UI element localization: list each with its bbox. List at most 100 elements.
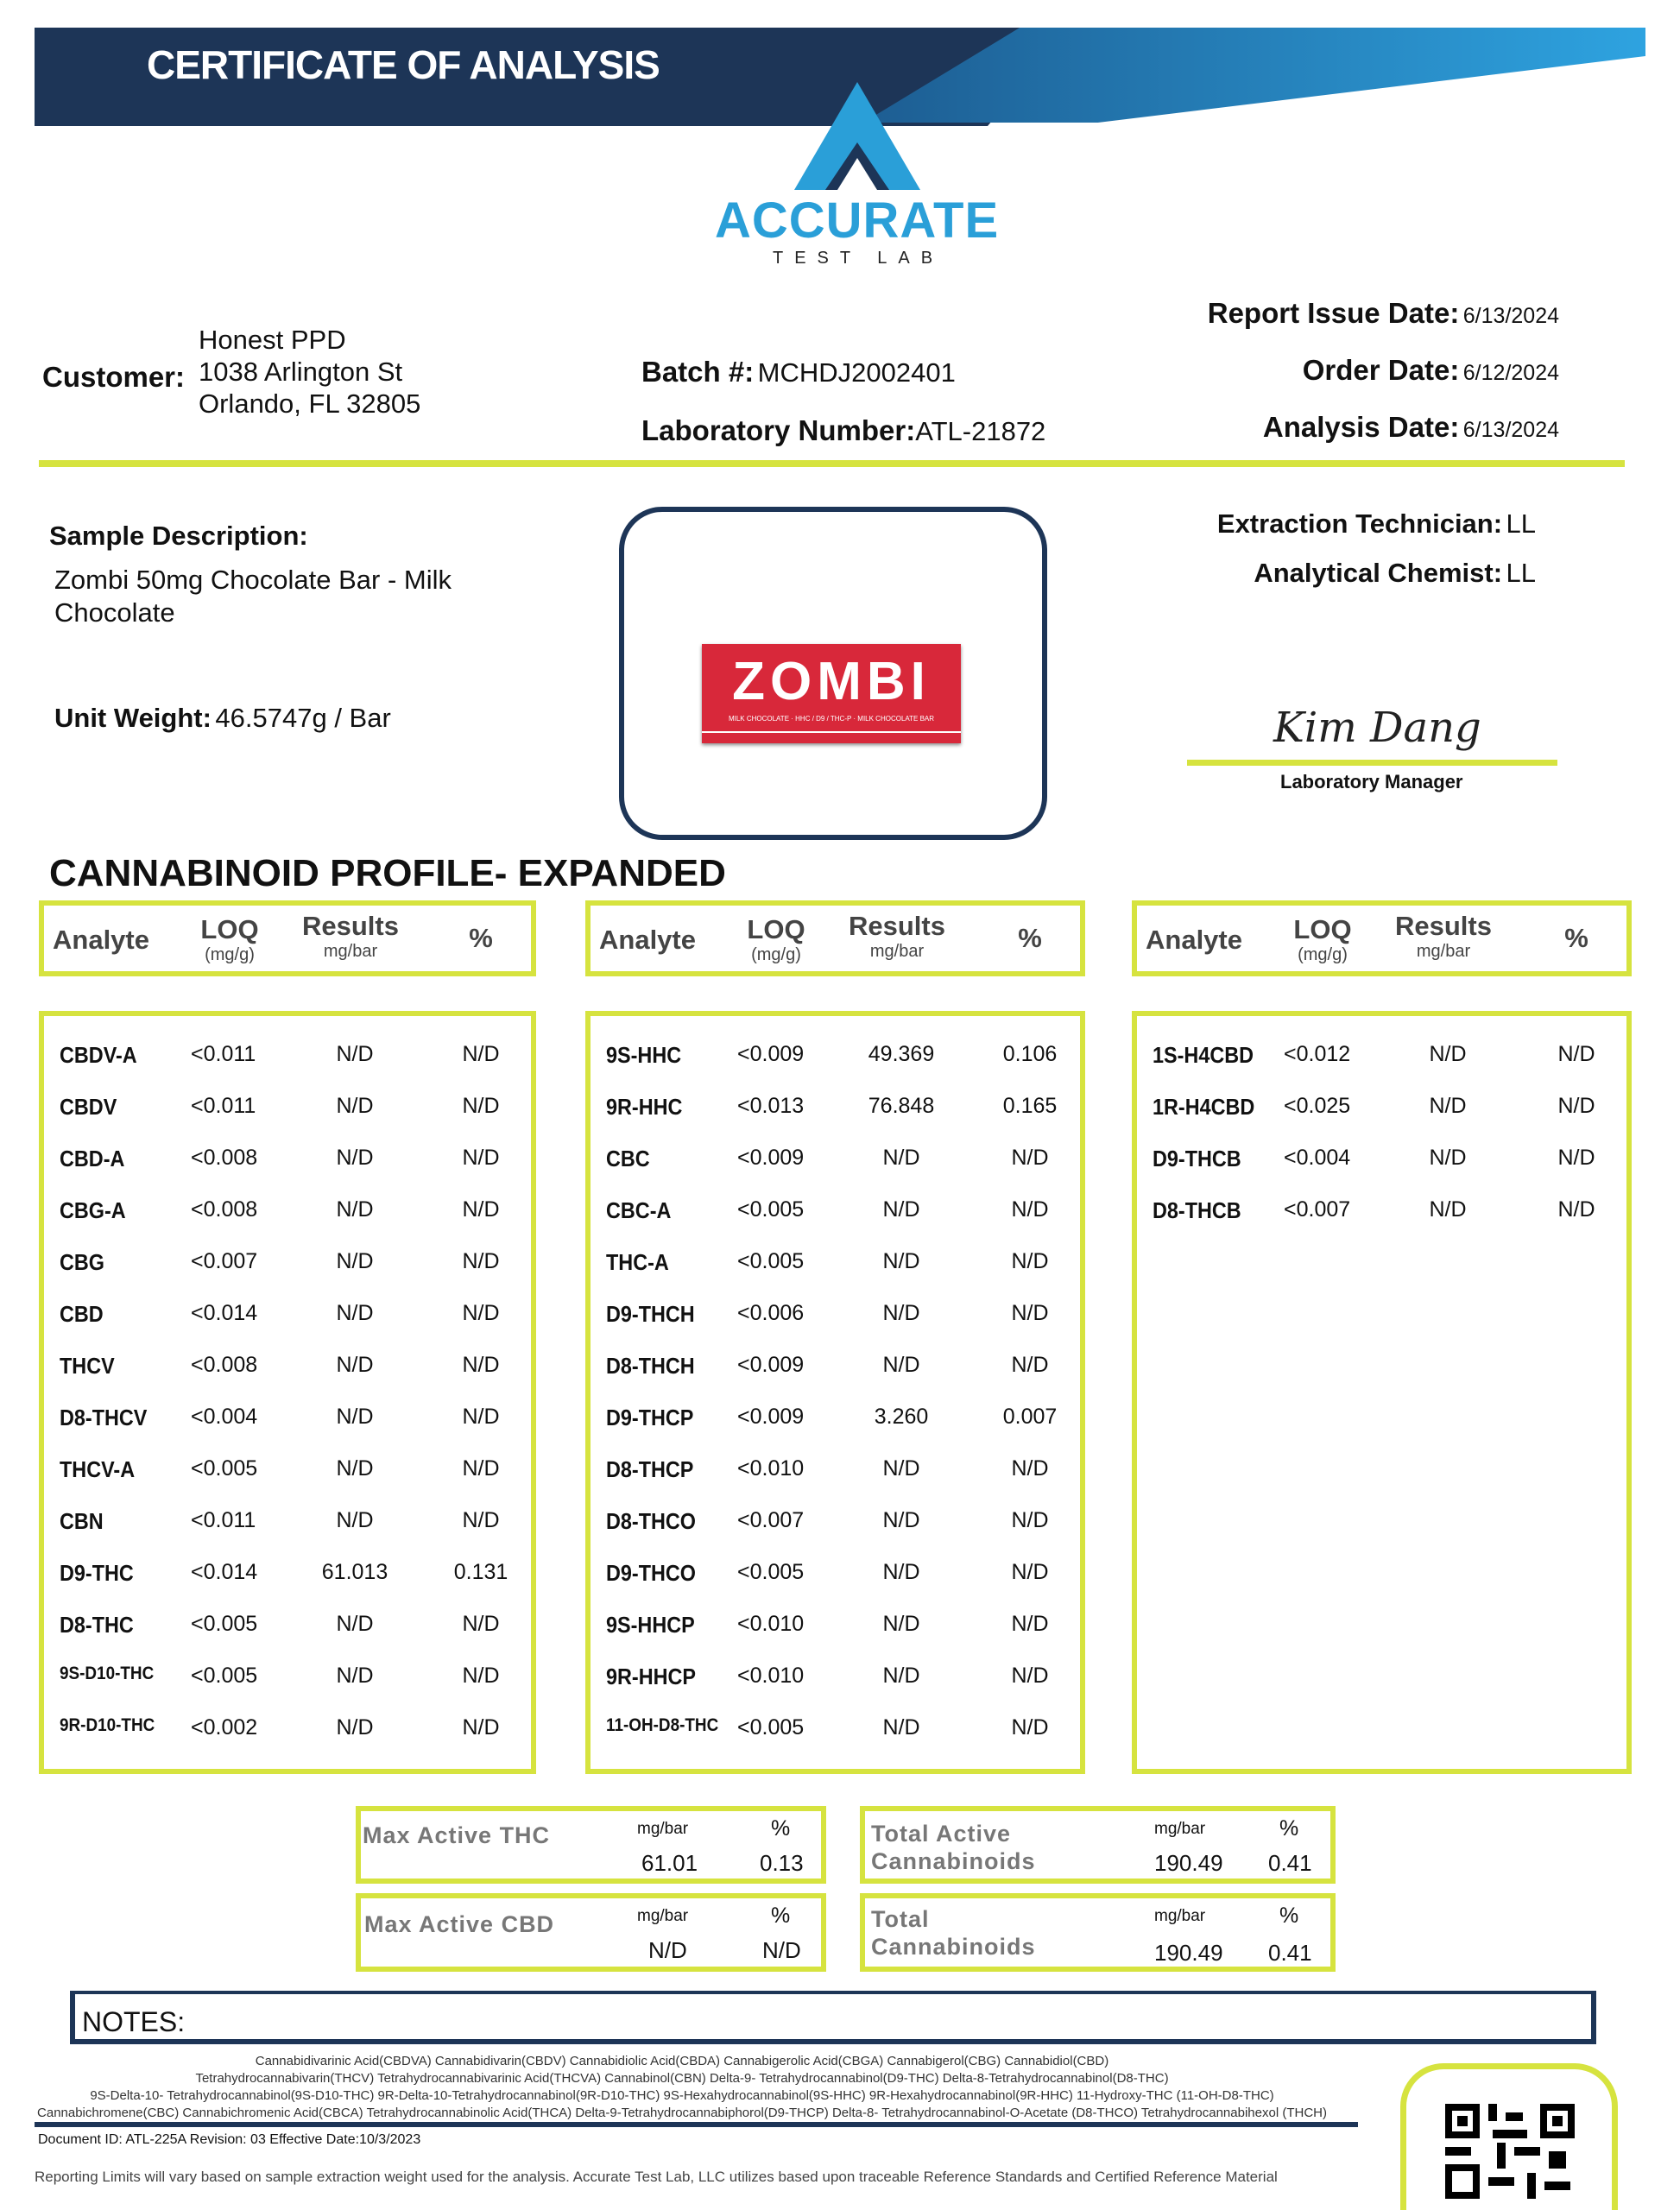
percent-value: N/D	[462, 1664, 500, 1688]
max-cbd-unit: mg/bar	[637, 1907, 689, 1925]
notes-box: NOTES:	[70, 1991, 1596, 2044]
table-row: 1S-H4CBD <0.012 N/D N/D	[1137, 1042, 1626, 1077]
analyte-name: CBG	[60, 1249, 105, 1275]
logo-name: ACCURATE	[715, 193, 1000, 249]
document-title: CERTIFICATE OF ANALYSIS	[147, 42, 660, 87]
header-analyte: Analyte	[1146, 925, 1242, 955]
table-row: D9-THCH <0.006 N/D N/D	[591, 1301, 1080, 1335]
percent-value: N/D	[1557, 1197, 1595, 1222]
max-cbd-label: Max Active CBD	[364, 1911, 555, 1937]
loq-value: <0.014	[191, 1560, 258, 1584]
analyte-name: CBDV-A	[60, 1042, 137, 1068]
document-id: Document ID: ATL-225A Revision: 03 Effec…	[38, 2132, 421, 2147]
result-value: N/D	[882, 1353, 920, 1377]
result-value: N/D	[336, 1612, 374, 1636]
manager-label: Laboratory Manager	[1280, 771, 1463, 792]
percent-value: N/D	[1011, 1612, 1049, 1636]
notes-line: Tetrahydrocannabivarin(THCV) Tetrahydroc…	[195, 2071, 1169, 2086]
loq-value: <0.007	[191, 1249, 258, 1273]
loq-value: <0.009	[737, 1405, 805, 1429]
percent-value: N/D	[462, 1197, 500, 1222]
notes-line: Cannabichromene(CBC) Cannabichromenic Ac…	[37, 2106, 1327, 2120]
percent-value: N/D	[462, 1146, 500, 1170]
qr-code-icon[interactable]	[1445, 2104, 1575, 2199]
table-row: CBD-A <0.008 N/D N/D	[44, 1146, 531, 1180]
result-value: N/D	[882, 1301, 920, 1325]
table-row: 1R-H4CBD <0.025 N/D N/D	[1137, 1094, 1626, 1128]
sample-photo-frame: ZOMBI MILK CHOCOLATE · HHC / D9 / THC-P …	[619, 507, 1047, 840]
analyte-name: 11-OH-D8-THC	[606, 1715, 719, 1735]
analyte-name: 1S-H4CBD	[1153, 1042, 1254, 1068]
sample-label: Sample Description:	[49, 521, 308, 551]
total-active-label-1: Total Active	[871, 1821, 1012, 1847]
analyte-name: CBC-A	[606, 1197, 672, 1223]
table-row: 9S-HHC <0.009 49.369 0.106	[591, 1042, 1080, 1077]
loq-value: <0.005	[191, 1664, 258, 1688]
disclaimer: Reporting Limits will vary based on samp…	[35, 2169, 1278, 2185]
notes-line: 9S-Delta-10- Tetrahydrocannabinol(9S-D10…	[90, 2088, 1274, 2103]
percent-value: N/D	[462, 1249, 500, 1273]
analyte-name: D8-THCO	[606, 1508, 697, 1534]
loq-value: <0.002	[191, 1715, 258, 1740]
table-row: 9R-HHC <0.013 76.848 0.165	[591, 1094, 1080, 1128]
result-value: N/D	[336, 1042, 374, 1066]
analysis-date: 6/13/2024	[1462, 418, 1559, 442]
analysis-date-label: Analysis Date:	[1262, 411, 1460, 443]
max-cbd-pct-label: %	[771, 1904, 791, 1928]
loq-value: <0.011	[191, 1094, 256, 1118]
analyte-name: 9S-D10-THC	[60, 1664, 155, 1683]
percent-value: N/D	[462, 1353, 500, 1377]
total-pct-label: %	[1279, 1904, 1299, 1928]
table-row: D8-THCO <0.007 N/D N/D	[591, 1508, 1080, 1543]
table-header-2: Analyte LOQ (mg/g) Results mg/bar %	[585, 900, 1085, 976]
loq-value: <0.008	[191, 1146, 258, 1170]
header-results-unit: mg/bar	[323, 942, 378, 961]
analyte-name: D9-THCO	[606, 1560, 697, 1586]
results-table-1: CBDV-A <0.011 N/D N/D CBDV <0.011 N/D N/D…	[39, 1011, 536, 1774]
table-row: D9-THCO <0.005 N/D N/D	[591, 1560, 1080, 1594]
percent-value: 0.131	[453, 1560, 508, 1584]
analyte-name: CBG-A	[60, 1197, 126, 1223]
table-row: D9-THCP <0.009 3.260 0.007	[591, 1405, 1080, 1439]
result-value: N/D	[882, 1612, 920, 1636]
header-pct: %	[1564, 923, 1588, 953]
loq-value: <0.008	[191, 1197, 258, 1222]
table-header-3: Analyte LOQ (mg/g) Results mg/bar %	[1132, 900, 1632, 976]
batch-value: MCHDJ2002401	[757, 357, 956, 388]
analyte-name: D9-THCB	[1153, 1146, 1241, 1171]
result-value: N/D	[1429, 1146, 1467, 1170]
order-date-label: Order Date:	[1302, 354, 1460, 386]
percent-value: N/D	[462, 1405, 500, 1429]
analyte-name: CBC	[606, 1146, 650, 1171]
analyte-name: D9-THCH	[606, 1301, 695, 1327]
result-value: N/D	[882, 1249, 920, 1273]
percent-value: N/D	[462, 1612, 500, 1636]
header-results-unit: mg/bar	[1416, 942, 1471, 961]
logo-subtitle: TEST LAB	[773, 249, 944, 268]
table-row: THCV-A <0.005 N/D N/D	[44, 1456, 531, 1491]
total-cannabinoids-box: Total Cannabinoids mg/bar % 190.49 0.41	[860, 1893, 1336, 1972]
results-table-3: 1S-H4CBD <0.012 N/D N/D 1R-H4CBD <0.025 N…	[1132, 1011, 1632, 1774]
tech-label: Extraction Technician:	[1216, 508, 1503, 539]
percent-value: N/D	[1557, 1094, 1595, 1118]
result-value: N/D	[336, 1508, 374, 1532]
header-loq-unit: (mg/g)	[1298, 945, 1348, 964]
header-pct: %	[1018, 923, 1042, 953]
loq-value: <0.010	[737, 1456, 805, 1481]
table-row: 9S-D10-THC <0.005 N/D N/D	[44, 1664, 531, 1698]
table-row: CBD <0.014 N/D N/D	[44, 1301, 531, 1335]
loq-value: <0.006	[737, 1301, 805, 1325]
analyte-name: D8-THCB	[1153, 1197, 1241, 1223]
table-row: CBN <0.011 N/D N/D	[44, 1508, 531, 1543]
percent-value: 0.007	[1002, 1405, 1058, 1429]
loq-value: <0.025	[1284, 1094, 1351, 1118]
footer-divider	[35, 2122, 1358, 2127]
table-row: D8-THCV <0.004 N/D N/D	[44, 1405, 531, 1439]
customer-name: Honest PPD	[199, 325, 346, 355]
header-loq-unit: (mg/g)	[751, 945, 801, 964]
percent-value: N/D	[462, 1715, 500, 1740]
analyte-name: 9S-HHCP	[606, 1612, 695, 1638]
max-active-thc-box: Max Active THC mg/bar % 61.01 0.13	[356, 1806, 826, 1884]
loq-value: <0.004	[1284, 1146, 1351, 1170]
signature: Kim Dang	[1273, 704, 1481, 752]
